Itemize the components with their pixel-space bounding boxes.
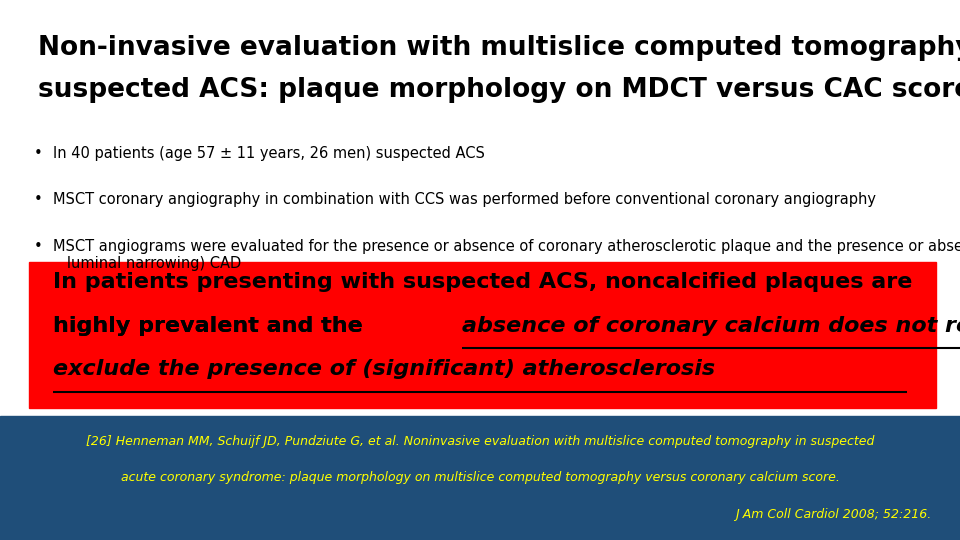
Text: •: •: [34, 192, 42, 207]
FancyBboxPatch shape: [29, 262, 936, 408]
Text: acute coronary syndrome: plaque morphology on multislice computed tomography ver: acute coronary syndrome: plaque morpholo…: [121, 471, 839, 484]
Text: Non-invasive evaluation with multislice computed tomography in: Non-invasive evaluation with multislice …: [38, 35, 960, 61]
Text: In patients presenting with suspected ACS, noncalcified plaques are: In patients presenting with suspected AC…: [53, 272, 912, 292]
FancyBboxPatch shape: [0, 416, 960, 540]
Text: MSCT angiograms were evaluated for the presence or absence of coronary atheroscl: MSCT angiograms were evaluated for the p…: [53, 239, 960, 271]
Text: highly prevalent and the: highly prevalent and the: [53, 316, 371, 336]
Text: In 40 patients (age 57 ± 11 years, 26 men) suspected ACS: In 40 patients (age 57 ± 11 years, 26 me…: [53, 146, 485, 161]
Text: [26] Henneman MM, Schuijf JD, Pundziute G, et al. Noninvasive evaluation with mu: [26] Henneman MM, Schuijf JD, Pundziute …: [85, 435, 875, 448]
Text: suspected ACS: plaque morphology on MDCT versus CAC score [26]: suspected ACS: plaque morphology on MDCT…: [38, 77, 960, 103]
Text: absence of coronary calcium does not reliably: absence of coronary calcium does not rel…: [463, 316, 960, 336]
Text: •: •: [34, 146, 42, 161]
Text: MSCT coronary angiography in combination with CCS was performed before conventio: MSCT coronary angiography in combination…: [53, 192, 876, 207]
Text: J Am Coll Cardiol 2008; 52:216.: J Am Coll Cardiol 2008; 52:216.: [735, 508, 931, 521]
Text: highly prevalent and the: highly prevalent and the: [53, 316, 371, 336]
Text: exclude the presence of (significant) atherosclerosis: exclude the presence of (significant) at…: [53, 359, 715, 379]
Text: •: •: [34, 239, 42, 254]
